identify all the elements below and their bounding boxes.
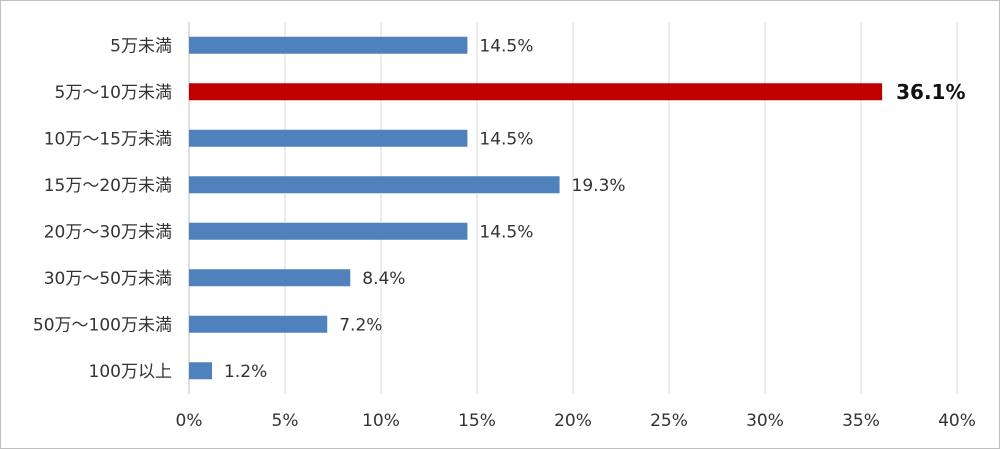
category-label-1: 5万〜10万未満 bbox=[55, 83, 172, 103]
category-label-6: 50万〜100万未満 bbox=[33, 315, 172, 335]
x-tick-label-4: 20% bbox=[554, 411, 592, 431]
category-label-4: 20万〜30万未満 bbox=[44, 222, 172, 242]
bar-0 bbox=[189, 36, 468, 54]
x-tick-label-2: 10% bbox=[362, 411, 400, 431]
x-tick-label-5: 25% bbox=[650, 411, 688, 431]
bar-5 bbox=[189, 269, 351, 287]
bar-7 bbox=[189, 362, 213, 380]
x-tick-label-1: 5% bbox=[272, 411, 299, 431]
value-label-7: 1.2% bbox=[224, 362, 267, 382]
category-label-5: 30万〜50万未満 bbox=[44, 269, 172, 289]
bar-6 bbox=[189, 315, 328, 333]
bar-4 bbox=[189, 222, 468, 240]
x-tick-label-7: 35% bbox=[842, 411, 880, 431]
x-tick-label-6: 30% bbox=[746, 411, 784, 431]
bar-3 bbox=[189, 176, 560, 194]
value-label-5: 8.4% bbox=[362, 269, 405, 289]
x-tick-label-8: 40% bbox=[938, 411, 976, 431]
value-label-0: 14.5% bbox=[479, 36, 533, 56]
category-label-3: 15万〜20万未満 bbox=[44, 176, 172, 196]
bar-1 bbox=[189, 83, 883, 101]
bar-2 bbox=[189, 129, 468, 147]
x-tick-label-3: 15% bbox=[458, 411, 496, 431]
value-label-6: 7.2% bbox=[339, 315, 382, 335]
value-label-1: 36.1% bbox=[896, 80, 965, 104]
value-label-3: 19.3% bbox=[572, 176, 626, 196]
value-label-4: 14.5% bbox=[479, 222, 533, 242]
x-tick-label-0: 0% bbox=[176, 411, 203, 431]
category-label-7: 100万以上 bbox=[89, 362, 172, 382]
value-label-2: 14.5% bbox=[479, 129, 533, 149]
category-label-2: 10万〜15万未満 bbox=[44, 129, 172, 149]
category-label-0: 5万未満 bbox=[110, 36, 172, 56]
